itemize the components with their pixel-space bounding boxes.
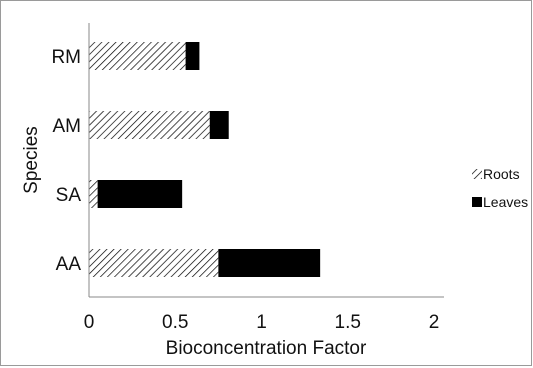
bar-leaves-rm [185, 42, 200, 70]
bar-leaves-am [209, 111, 229, 139]
legend-label-leaves: Leaves [483, 194, 528, 210]
x-tick-label-0: 0 [84, 312, 95, 333]
x-tick-label-4: 2 [429, 312, 440, 333]
y-tick-labels: AA SA AM RM [51, 47, 81, 275]
bar-roots-sa [89, 180, 98, 208]
legend-label-roots: Roots [483, 166, 520, 182]
bar-roots-am [89, 111, 210, 139]
x-tick-label-2: 1 [256, 312, 267, 333]
y-tick-label-aa: AA [56, 254, 82, 275]
x-tick-labels: 0 0.5 1 1.5 2 [84, 312, 440, 333]
x-tick-label-3: 1.5 [335, 312, 361, 333]
y-tick-label-sa: SA [56, 185, 82, 206]
bar-roots-aa [89, 249, 219, 277]
x-tick-label-1: 0.5 [162, 312, 188, 333]
x-axis-title: Bioconcentration Factor [166, 338, 367, 359]
bar-leaves-aa [218, 249, 321, 277]
bar-leaves-sa [97, 180, 183, 208]
bar-roots-rm [89, 42, 186, 70]
y-tick-label-am: AM [53, 116, 82, 137]
y-axis-title: Species [21, 126, 42, 194]
bars-group [89, 42, 321, 277]
legend-swatch-roots [472, 169, 482, 179]
legend-swatch-leaves [472, 197, 482, 207]
legend: Roots Leaves [472, 166, 528, 210]
y-tick-label-rm: RM [51, 47, 81, 68]
